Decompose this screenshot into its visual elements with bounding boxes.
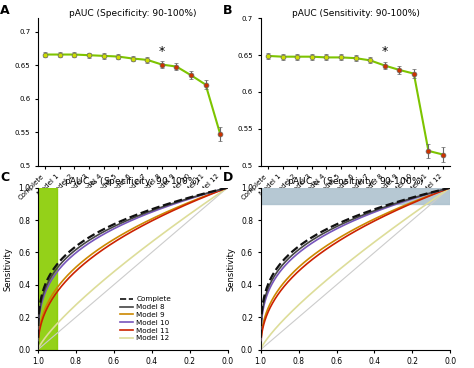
Text: C: C [0, 171, 9, 184]
Text: *: * [159, 45, 165, 58]
Text: *: * [382, 45, 388, 58]
Text: B: B [223, 4, 232, 17]
Title: pAUC (Sensitivity: 90-100%): pAUC (Sensitivity: 90-100%) [292, 8, 419, 18]
Bar [261, 188, 450, 204]
Title: pAUC$_{SP}$ (Specificity: 90-100%): pAUC$_{SP}$ (Specificity: 90-100%) [64, 175, 201, 188]
Text: D: D [223, 171, 233, 184]
Bar [38, 188, 57, 350]
Text: A: A [0, 4, 9, 17]
Y-axis label: Sensitivity: Sensitivity [4, 247, 13, 291]
Title: pAUC$_{SE}$ (Sensitivity: 90-100%): pAUC$_{SE}$ (Sensitivity: 90-100%) [287, 175, 424, 188]
Title: pAUC (Specificity: 90-100%): pAUC (Specificity: 90-100%) [69, 8, 196, 18]
Legend: Complete, Model 8, Model 9, Model 10, Model 11, Model 12: Complete, Model 8, Model 9, Model 10, Mo… [118, 293, 174, 344]
Y-axis label: Sensitivity: Sensitivity [227, 247, 236, 291]
